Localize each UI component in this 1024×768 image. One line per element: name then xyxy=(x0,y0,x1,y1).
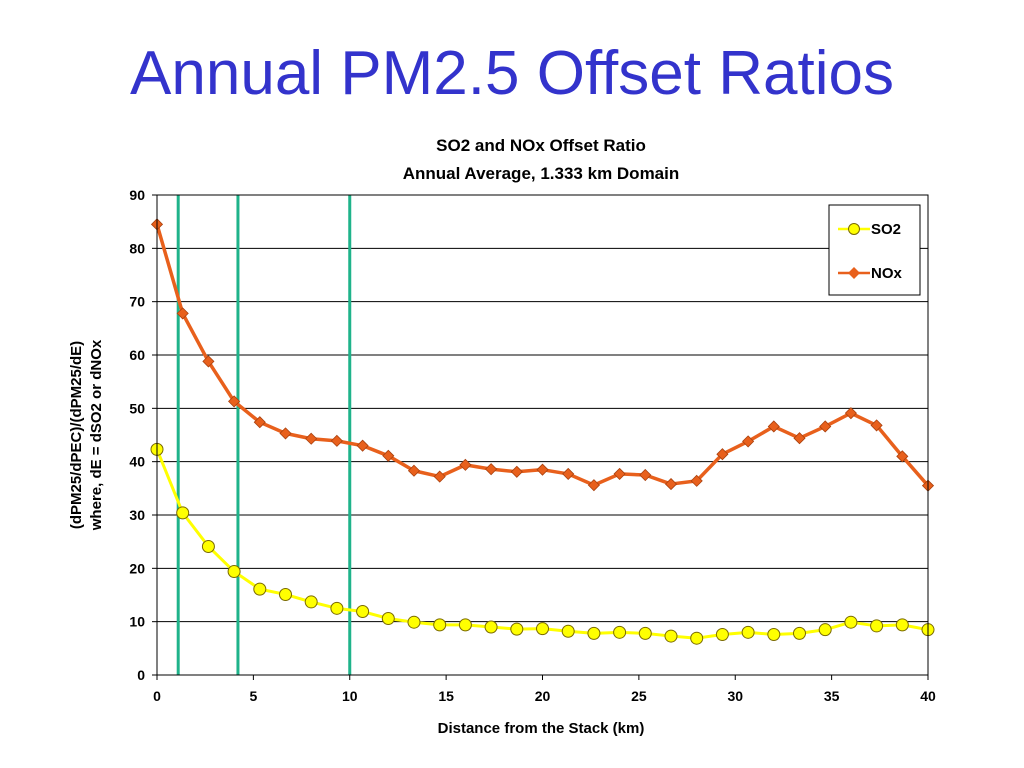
x-tick-label: 20 xyxy=(535,688,551,704)
so2-data-point xyxy=(510,622,524,636)
nox-data-point xyxy=(433,470,446,483)
reference-lines xyxy=(176,195,352,675)
nox-data-point xyxy=(176,307,189,320)
nox-data-point xyxy=(202,355,215,368)
so2-data-point xyxy=(561,624,575,638)
so2-data-point xyxy=(818,623,832,637)
so2-data-point xyxy=(330,601,344,615)
legend: SO2 NOx xyxy=(828,204,921,296)
nox-data-point xyxy=(279,427,292,440)
legend-so2-marker xyxy=(848,223,860,235)
x-tick-label: 25 xyxy=(631,688,647,704)
so2-data-point xyxy=(458,618,472,632)
x-tick-label: 40 xyxy=(920,688,936,704)
nox-data-point xyxy=(305,432,318,445)
so2-data-point xyxy=(690,631,704,645)
so2-data-point xyxy=(741,625,755,639)
so2-data-point xyxy=(536,622,549,636)
nox-data-point xyxy=(793,432,806,445)
y-tick-label: 90 xyxy=(129,187,145,203)
so2-data-point xyxy=(715,627,729,641)
y-tick-label: 60 xyxy=(129,347,145,363)
nox-data-point xyxy=(639,468,652,482)
x-tick-label: 10 xyxy=(342,688,358,704)
y-tick-labels: 0 10 20 30 40 50 60 70 80 90 xyxy=(129,187,145,683)
y-tick-label: 10 xyxy=(129,614,145,630)
legend-nox-marker xyxy=(848,267,860,279)
legend-box xyxy=(828,204,921,296)
nox-data-point xyxy=(742,435,755,448)
so2-data-point xyxy=(433,618,447,632)
y-tick-label: 70 xyxy=(129,294,145,310)
so2-data-point xyxy=(407,615,421,629)
x-tick-labels: 0 5 10 15 20 25 30 35 40 xyxy=(153,688,936,704)
so2-data-point xyxy=(844,615,858,629)
so2-data-point xyxy=(279,587,293,601)
x-tick-label: 0 xyxy=(153,688,161,704)
y-tick-label: 40 xyxy=(129,454,145,470)
nox-data-point xyxy=(690,474,703,487)
nox-data-point xyxy=(356,439,369,452)
legend-nox-label: NOx xyxy=(871,265,903,282)
nox-data-point xyxy=(407,464,421,477)
plot-frame xyxy=(156,194,929,676)
y-tick-label: 20 xyxy=(129,560,145,576)
nox-data-point xyxy=(228,395,241,408)
nox-data-point xyxy=(536,463,549,476)
so2-data-point xyxy=(870,619,884,633)
y-tick-label: 80 xyxy=(129,240,145,256)
nox-data-point xyxy=(330,434,343,447)
nox-data-point xyxy=(613,467,626,480)
so2-series-line xyxy=(155,448,929,640)
nox-data-point xyxy=(562,467,575,480)
nox-data-point xyxy=(459,458,472,471)
nox-data-point xyxy=(716,448,729,461)
nox-data-point xyxy=(510,465,523,478)
so2-data-point xyxy=(792,626,806,640)
nox-data-point xyxy=(844,407,857,420)
so2-data-point xyxy=(767,627,781,641)
so2-data-point xyxy=(304,595,318,609)
slide-title: Annual PM2.5 Offset Ratios xyxy=(130,39,894,108)
so2-data-point xyxy=(664,629,678,643)
so2-data-point xyxy=(176,506,190,520)
nox-data-point xyxy=(587,479,600,492)
legend-so2-label: SO2 xyxy=(871,221,901,238)
so2-data-point xyxy=(253,582,267,596)
nox-data-point xyxy=(819,420,832,433)
nox-data-point xyxy=(485,463,498,476)
nox-data-point xyxy=(253,416,266,429)
chart-title: SO2 and NOx Offset Ratio xyxy=(436,136,646,155)
so2-data-point xyxy=(381,611,395,625)
y-axis-label-line-2: where, dE = dSO2 or dNOx xyxy=(88,339,105,531)
so2-data-point xyxy=(227,565,241,579)
nox-data-point xyxy=(767,420,780,433)
so2-data-point xyxy=(356,605,370,619)
x-tick-label: 5 xyxy=(249,688,257,704)
nox-data-point xyxy=(870,419,883,432)
series-group xyxy=(150,218,935,645)
x-tick-label: 15 xyxy=(438,688,454,704)
x-tick-label: 30 xyxy=(727,688,743,704)
nox-data-point xyxy=(896,450,909,463)
nox-data-point xyxy=(664,478,678,491)
x-axis-label: Distance from the Stack (km) xyxy=(438,720,645,737)
y-tick-label: 30 xyxy=(129,507,145,523)
chart-subtitle: Annual Average, 1.333 km Domain xyxy=(403,164,680,183)
y-tick-label: 0 xyxy=(137,667,145,683)
so2-data-point xyxy=(484,620,498,634)
nox-data-point xyxy=(382,449,395,462)
grid-lines xyxy=(152,194,929,680)
so2-data-point xyxy=(587,626,601,640)
so2-data-point xyxy=(638,626,652,640)
so2-data-point xyxy=(895,618,909,632)
x-tick-label: 35 xyxy=(824,688,840,704)
y-tick-label: 50 xyxy=(129,400,145,416)
so2-data-point xyxy=(613,625,627,639)
y-axis-label-line-1: (dPM25/dPEC)/(dPM25/dE) xyxy=(68,341,85,529)
so2-data-point xyxy=(201,539,215,553)
y-axis-label: (dPM25/dPEC)/(dPM25/dE) where, dE = dSO2… xyxy=(68,339,105,531)
